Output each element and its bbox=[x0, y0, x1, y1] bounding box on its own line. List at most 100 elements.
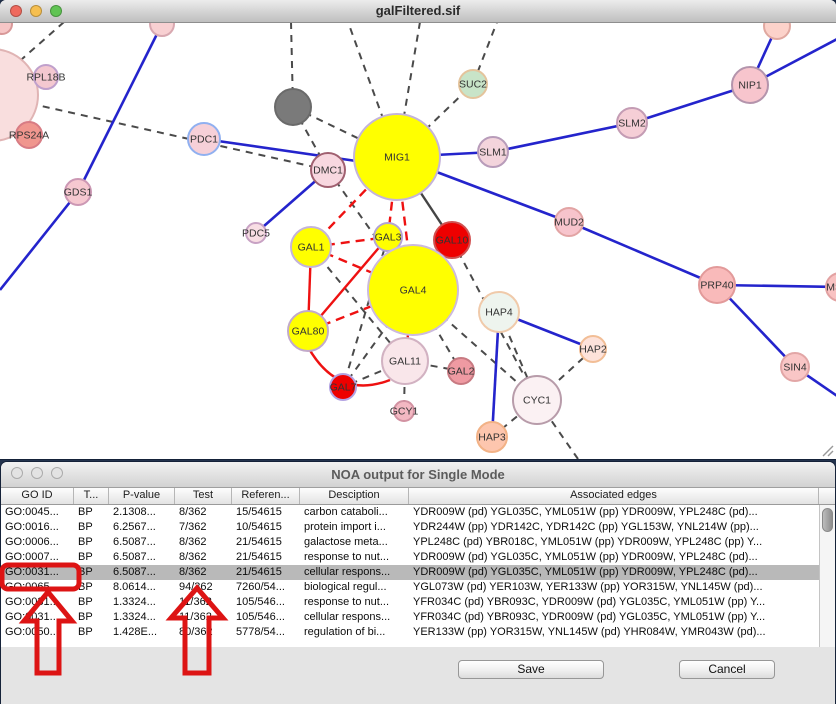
node-PRP40[interactable] bbox=[698, 266, 736, 304]
table-cell: 11/362 bbox=[179, 611, 212, 623]
table-cell: cellular respons... bbox=[304, 611, 391, 623]
node-PDC5[interactable] bbox=[245, 222, 267, 244]
node-NIP1[interactable] bbox=[731, 66, 769, 104]
column-header[interactable]: Associated edges bbox=[409, 487, 819, 504]
node-PDC1[interactable] bbox=[187, 122, 221, 156]
node-GDS1[interactable] bbox=[64, 178, 92, 206]
table-cell: 2.1308... bbox=[113, 506, 156, 518]
table-row[interactable]: GO:0031... BP 6.5087... 8/362 21/54615 cellul… bbox=[1, 565, 819, 580]
node-label-PDC1: PDC1 bbox=[190, 134, 218, 146]
close-button[interactable] bbox=[11, 467, 23, 479]
table-cell: 5778/54... bbox=[236, 626, 285, 638]
node-GAL1[interactable] bbox=[290, 226, 332, 268]
table-row[interactable]: GO:0016... BP 6.2567... 7/362 10/54615 protei… bbox=[1, 520, 819, 535]
node-MSL1[interactable] bbox=[825, 272, 836, 302]
column-header[interactable]: Desciption bbox=[300, 487, 409, 504]
node-GAL7[interactable] bbox=[329, 373, 357, 401]
node-big-left[interactable] bbox=[0, 48, 39, 142]
node-RPL18B[interactable] bbox=[33, 64, 59, 90]
column-header[interactable]: Referen... bbox=[232, 487, 300, 504]
network-edge bbox=[568, 220, 718, 287]
table-cell: 11/362 bbox=[179, 596, 212, 608]
table-cell: YDR009W (pd) YGL035C, YML051W (pp) YDR00… bbox=[413, 566, 758, 578]
table-cell: BP bbox=[78, 566, 93, 578]
table-row[interactable]: GO:0031... BP 1.3324... 11/362 105/546... cel… bbox=[1, 610, 819, 625]
node-label-GAL1: GAL1 bbox=[298, 242, 325, 254]
table-cell: response to nut... bbox=[304, 596, 389, 608]
table-cell: YFR034C (pd) YBR093C, YDR009W (pd) YGL03… bbox=[413, 596, 766, 608]
minimize-button[interactable] bbox=[30, 5, 42, 17]
node-MUD2[interactable] bbox=[554, 207, 584, 237]
close-button[interactable] bbox=[10, 5, 22, 17]
table-cell: BP bbox=[78, 521, 93, 533]
node-label-MUD2: MUD2 bbox=[554, 217, 584, 229]
node-HAP4[interactable] bbox=[478, 291, 520, 333]
node-GAL10[interactable] bbox=[433, 221, 471, 259]
node-CYC1[interactable] bbox=[512, 375, 562, 425]
node-label-PDC5: PDC5 bbox=[242, 228, 270, 240]
minimize-button[interactable] bbox=[31, 467, 43, 479]
node-MIG1[interactable] bbox=[353, 113, 441, 201]
scrollbar-thumb[interactable] bbox=[822, 508, 833, 532]
node-GAL3[interactable] bbox=[373, 222, 403, 252]
node-label-RPS24A: RPS24A bbox=[9, 130, 49, 142]
table-cell: GO:0065... bbox=[5, 581, 59, 593]
table-row[interactable]: GO:0065... BP 8.0614... 94/362 7260/54... bio… bbox=[1, 580, 819, 595]
node-label-HAP3: HAP3 bbox=[478, 432, 506, 444]
zoom-button[interactable] bbox=[51, 467, 63, 479]
noa-window-title: NOA output for Single Mode bbox=[331, 467, 505, 482]
table-scrollbar[interactable] bbox=[819, 505, 835, 647]
cancel-button[interactable]: Cancel bbox=[679, 660, 775, 679]
table-cell: BP bbox=[78, 626, 93, 638]
node-HAP3[interactable] bbox=[476, 421, 508, 453]
node-GCY1[interactable] bbox=[393, 400, 415, 422]
node-top-mid[interactable] bbox=[149, 11, 175, 37]
node-HAP2[interactable] bbox=[579, 335, 607, 363]
table-cell: 1.3324... bbox=[113, 611, 156, 623]
table-cell: 10/54615 bbox=[236, 521, 282, 533]
network-canvas[interactable]: RPL18B RPS24A GDS1 PDC1 MIG1 DMC1 PDC5 SUC2 SLM1… bbox=[0, 11, 836, 460]
table-row[interactable]: GO:0050... BP 1.428E... 80/362 5778/54... reg… bbox=[1, 625, 819, 640]
node-top-left-corner[interactable] bbox=[0, 13, 13, 35]
node-SUC2[interactable] bbox=[458, 69, 488, 99]
table-row[interactable]: GO:0031... BP 1.3324... 11/362 105/546... res… bbox=[1, 595, 819, 610]
table-cell: galactose meta... bbox=[304, 536, 388, 548]
node-DMC1[interactable] bbox=[310, 152, 346, 188]
node-GAL11[interactable] bbox=[381, 337, 429, 385]
table-row[interactable]: GO:0045... BP 2.1308... 8/362 15/54615 carbon… bbox=[1, 505, 819, 520]
network-graph[interactable]: RPL18B RPS24A GDS1 PDC1 MIG1 DMC1 PDC5 SUC2 SLM1… bbox=[0, 11, 836, 460]
table-row[interactable]: GO:0007... BP 6.5087... 8/362 21/54615 respon… bbox=[1, 550, 819, 565]
network-edge bbox=[451, 239, 538, 401]
node-SLM1[interactable] bbox=[477, 136, 509, 168]
results-table: GO:0045... BP 2.1308... 8/362 15/54615 carbon… bbox=[1, 505, 819, 647]
column-header[interactable]: P-value bbox=[109, 487, 175, 504]
column-header[interactable]: T... bbox=[74, 487, 109, 504]
table-cell: GO:0007... bbox=[5, 551, 59, 563]
node-GAL80[interactable] bbox=[287, 310, 329, 352]
zoom-button[interactable] bbox=[50, 5, 62, 17]
network-edge bbox=[822, 445, 834, 457]
node-label-SLM1: SLM1 bbox=[479, 147, 507, 159]
node-label-HAP2: HAP2 bbox=[579, 344, 607, 356]
node-RPS24A[interactable] bbox=[15, 121, 43, 149]
save-button[interactable]: Save bbox=[458, 660, 604, 679]
graph-window-titlebar[interactable]: galFiltered.sif bbox=[0, 0, 836, 23]
node-label-MIG1: MIG1 bbox=[384, 152, 410, 164]
table-row[interactable]: GO:0006... BP 6.5087... 8/362 21/54615 galact… bbox=[1, 535, 819, 550]
table-cell: response to nut... bbox=[304, 551, 389, 563]
table-cell: BP bbox=[78, 611, 93, 623]
column-header[interactable]: Test bbox=[175, 487, 232, 504]
node-GAL4[interactable] bbox=[367, 244, 459, 336]
noa-window-titlebar[interactable]: NOA output for Single Mode bbox=[1, 462, 835, 488]
graph-window-title: galFiltered.sif bbox=[375, 3, 461, 18]
node-SLM2[interactable] bbox=[616, 107, 648, 139]
node-SIN4[interactable] bbox=[780, 352, 810, 382]
node-label-SIN4: SIN4 bbox=[783, 362, 807, 374]
node-GAL2[interactable] bbox=[447, 357, 475, 385]
node-nip-top[interactable] bbox=[763, 12, 791, 40]
node-gray-node[interactable] bbox=[274, 88, 312, 126]
node-label-GAL2: GAL2 bbox=[448, 366, 475, 378]
column-header[interactable]: GO ID bbox=[1, 487, 74, 504]
node-label-SLM2: SLM2 bbox=[618, 118, 646, 130]
table-cell: 8/362 bbox=[179, 566, 207, 578]
